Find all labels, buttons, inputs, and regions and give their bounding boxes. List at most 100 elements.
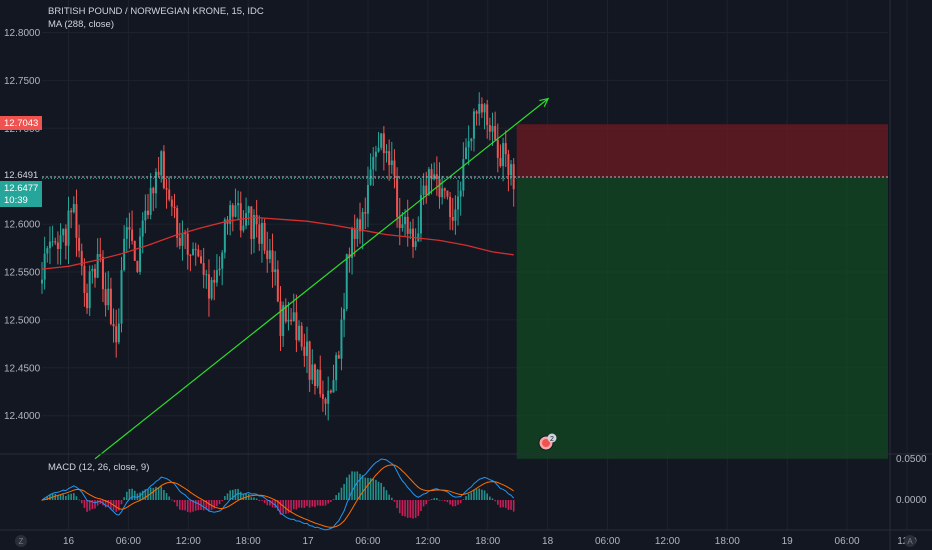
candle-body <box>109 288 112 325</box>
trendline[interactable] <box>94 98 549 460</box>
macd-bar <box>298 500 300 508</box>
time-tick-label: 19 <box>782 536 794 547</box>
macd-bar <box>473 489 475 500</box>
candle-body <box>128 227 131 230</box>
event-icon-center <box>542 439 550 447</box>
candle-body <box>107 288 110 306</box>
candle-body <box>202 263 205 275</box>
macd-bar <box>300 500 303 508</box>
candle-body <box>120 270 123 324</box>
macd-bar <box>481 489 483 500</box>
time-tick-label: 12:00 <box>176 536 201 547</box>
candle-body <box>234 205 237 217</box>
candle-body <box>478 103 481 114</box>
macd-bar <box>136 493 139 500</box>
candle-body <box>335 355 338 381</box>
candle-body <box>115 326 118 343</box>
macd-bar <box>258 500 261 502</box>
event-badge[interactable]: 2 <box>538 433 557 451</box>
macd-bar <box>46 495 49 500</box>
candle-body <box>266 250 269 259</box>
price-tick-label: 12.4000 <box>4 411 41 422</box>
candle-body <box>250 206 253 239</box>
macd-bar <box>332 499 335 500</box>
macd-bar <box>372 478 375 500</box>
macd-bar <box>208 500 210 512</box>
macd-bar <box>292 500 295 510</box>
time-axis[interactable]: 16 06:00 12:00 18:00 17 06:00 12:00 18:00 18 06:0… <box>63 536 917 547</box>
macd-legend[interactable]: MACD (12, 26, close, 9) <box>48 462 149 473</box>
macd-bar <box>232 489 234 500</box>
candle-body <box>237 203 240 206</box>
macd-bar <box>444 500 446 502</box>
candle-body <box>430 169 433 180</box>
candle-body <box>83 265 86 293</box>
macd-bar <box>462 499 465 500</box>
candle-body <box>496 139 499 158</box>
candle-body <box>507 154 510 176</box>
macd-bar <box>189 500 192 513</box>
take-profit-zone <box>516 177 888 459</box>
macd-bar <box>165 493 168 500</box>
candle-body <box>189 254 192 256</box>
candle-body <box>441 188 444 198</box>
macd-bar <box>338 492 340 500</box>
time-tick-label: 18:00 <box>475 536 500 547</box>
macd-bar <box>306 500 308 507</box>
candle-body <box>173 206 176 209</box>
candle-body <box>104 289 107 306</box>
candle-body <box>385 151 388 154</box>
candle-body <box>242 225 245 231</box>
macd-bar <box>247 494 250 500</box>
macd-bar <box>436 498 438 500</box>
stop-price-badge: 12.7043 <box>0 116 42 130</box>
ma-legend[interactable]: MA (288, close) <box>48 19 114 30</box>
candle-body <box>274 269 277 273</box>
candle-body <box>340 319 343 359</box>
auto-scale-button[interactable]: A <box>904 535 916 547</box>
candle-body <box>470 138 473 142</box>
macd-bar <box>144 489 147 500</box>
candle-body <box>123 238 126 271</box>
macd-bar <box>388 494 390 500</box>
macd-bar <box>91 500 94 510</box>
macd-bar <box>147 489 149 500</box>
macd-bar <box>494 500 496 502</box>
macd-bar <box>406 500 409 518</box>
candle-body <box>70 210 73 213</box>
candle-body <box>321 394 324 399</box>
macd-bar <box>491 498 494 500</box>
candle-body <box>186 233 189 255</box>
candle-body <box>170 199 173 207</box>
macd-bar <box>285 500 287 514</box>
candle-body <box>112 324 115 327</box>
macd-axis-label: 0.0500 <box>896 454 927 465</box>
symbol-title[interactable]: BRITISH POUND / NORWEGIAN KRONE, 15, IDC <box>48 6 264 17</box>
candle-body <box>512 164 515 190</box>
macd-bar <box>239 491 242 500</box>
candle-body <box>472 111 475 139</box>
macd-bar <box>428 500 430 501</box>
macd-bar <box>322 500 324 506</box>
macd-bar <box>123 497 125 500</box>
candle-body <box>96 254 99 278</box>
candle-body <box>494 126 497 140</box>
candle-body <box>353 228 356 239</box>
candle-body <box>75 204 78 238</box>
auto-icon <box>904 535 916 547</box>
macd-bar <box>234 489 237 500</box>
candle-body <box>91 268 94 272</box>
macd-bar <box>497 500 499 505</box>
price-tick-label: 12.5500 <box>4 268 41 279</box>
timezone-toggle[interactable]: Z <box>15 535 27 547</box>
time-tick-label: 17 <box>302 536 314 547</box>
event-count: 2 <box>550 436 554 443</box>
candle-body <box>258 224 261 244</box>
candle-body <box>443 188 446 191</box>
macd-bar <box>401 500 404 516</box>
candle-body <box>457 196 460 210</box>
price-axis[interactable]: 12.800012.750012.700012.650012.600012.55… <box>4 28 41 422</box>
macd-bar <box>242 493 245 500</box>
candle-body <box>125 227 128 239</box>
